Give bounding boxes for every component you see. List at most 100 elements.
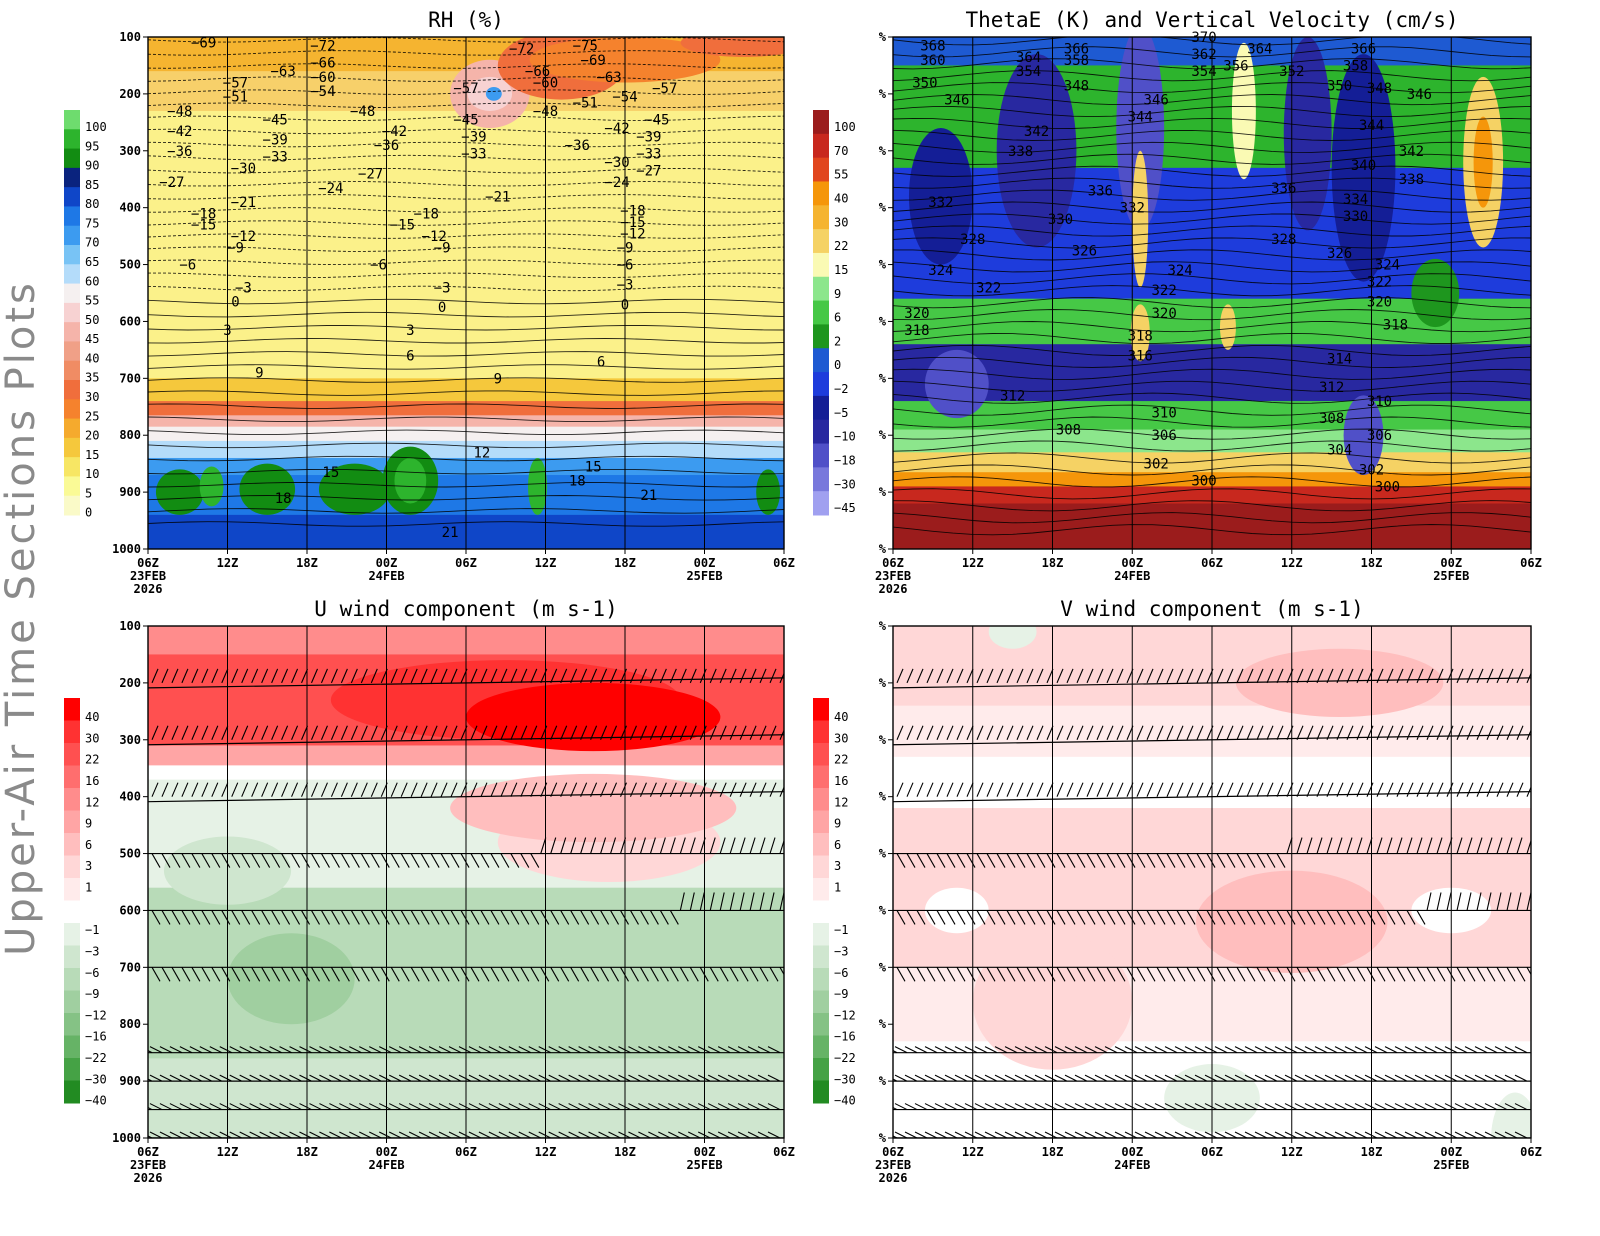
rh-contour-label: 0 — [438, 300, 446, 316]
thetae-colorbar-label: 40 — [834, 191, 848, 205]
rh-contour-label: −42 — [382, 124, 407, 140]
thetae-colorbar-swatch — [813, 181, 829, 206]
vwind-barb — [1166, 910, 1176, 925]
vwind-barb — [974, 1074, 988, 1082]
vwind-barb — [1374, 1103, 1388, 1111]
vwind-barb — [994, 1074, 1008, 1082]
thetae-colorbar-label: 9 — [834, 287, 841, 301]
rh-contour-label: 3 — [406, 323, 414, 339]
uwind-barb — [209, 1103, 223, 1111]
vwind-colorbar-label: −3 — [834, 944, 848, 958]
uwind-barb — [430, 668, 438, 684]
uwind-barb — [311, 853, 320, 868]
uwind-barb — [261, 910, 271, 925]
thetae-contour-label: 334 — [1343, 192, 1368, 208]
vwind-barb — [1236, 910, 1246, 925]
thetae-feature — [1283, 37, 1332, 231]
uwind-xtick-label: 06Z — [455, 1145, 477, 1159]
vwind-barb — [1486, 967, 1496, 982]
rh-contour-line — [148, 115, 784, 122]
vwind-barb — [916, 967, 926, 982]
uwind-barb — [759, 967, 769, 982]
uwind-barb — [360, 668, 368, 684]
thetae-contour-label: 310 — [1367, 394, 1392, 410]
thetae-contour-label: 322 — [1152, 283, 1177, 299]
uwind-barb — [171, 967, 181, 982]
vwind-colorbar-swatch — [813, 1013, 829, 1036]
rh-contour-label: 12 — [473, 445, 490, 461]
uwind-barb — [430, 853, 440, 868]
uwind-barb — [759, 892, 765, 911]
uwind-barb — [400, 853, 410, 868]
uwind-barb — [241, 782, 249, 797]
vwind-barb — [976, 782, 984, 797]
uwind-barb — [570, 782, 578, 797]
vwind-barb — [1326, 910, 1336, 925]
vwind-barb — [1324, 1103, 1338, 1111]
vwind-barb — [1176, 782, 1184, 797]
rh-contour-label: −15 — [191, 218, 216, 234]
uwind-barb — [400, 668, 408, 684]
uwind-barb — [438, 1131, 452, 1138]
uwind-barb — [518, 1131, 532, 1138]
uwind-barb — [360, 782, 368, 797]
vwind-barb — [1356, 967, 1366, 982]
vwind-barb — [1006, 782, 1014, 797]
uwind-barb — [689, 782, 697, 797]
rh-ytick-label: 800 — [119, 428, 141, 442]
uwind-barb — [301, 910, 311, 925]
vwind-barb — [1386, 668, 1394, 684]
uwind-barb — [169, 1074, 183, 1082]
rh-contour-label: −6 — [370, 258, 387, 274]
vwind-barb — [986, 782, 994, 797]
uwind-barb — [659, 668, 667, 684]
uwind-barb — [480, 910, 490, 925]
uwind-barb — [749, 782, 757, 797]
uwind-barb — [500, 853, 510, 868]
vwind-barb — [1284, 1074, 1298, 1082]
uwind-barb — [231, 725, 239, 740]
thetae-colorbar-swatch — [813, 276, 829, 302]
uwind-barb — [239, 1074, 252, 1082]
vwind-barb — [1314, 1046, 1328, 1054]
uwind-barb — [737, 1046, 751, 1054]
vwind-barb — [1476, 967, 1486, 982]
rh-contour-label: −63 — [596, 70, 621, 86]
uwind-barb — [239, 1103, 252, 1111]
uwind-barb — [430, 782, 438, 797]
uwind-ytick-label: 700 — [119, 960, 141, 974]
uwind-barb — [279, 1131, 292, 1138]
vwind-barb — [1426, 725, 1434, 740]
uwind-colorbar-swatch — [64, 833, 80, 856]
uwind-barb — [148, 1078, 153, 1082]
thetae-contour-label: 318 — [904, 323, 929, 339]
uwind-barb — [767, 1074, 781, 1082]
uwind-barb — [578, 1074, 591, 1082]
vwind-barb — [1334, 1046, 1348, 1054]
uwind-barb — [729, 892, 735, 911]
uwind-barb — [620, 782, 628, 797]
vwind-barb — [1074, 1103, 1088, 1111]
vwind-barb — [1476, 725, 1484, 740]
uwind-barb — [629, 910, 639, 925]
vwind-barb — [1014, 1103, 1028, 1111]
rh-colorbar-label: 100 — [85, 120, 107, 134]
uwind-barb — [211, 967, 221, 982]
uwind-barb — [380, 910, 390, 925]
vwind-barb — [1486, 725, 1494, 740]
vwind-barb — [1256, 910, 1266, 925]
vwind-panel: V wind component (m s-1)%%%%%%%%%%06Z 12Z… — [813, 597, 1542, 1185]
vwind-barb — [906, 725, 914, 740]
vwind-barb — [1086, 782, 1094, 797]
rh-contour-label: −6 — [617, 258, 634, 274]
uwind-barb — [649, 725, 657, 740]
vwind-barb — [964, 1131, 978, 1138]
rh-contour-label: −72 — [310, 39, 335, 55]
uwind-barb — [410, 725, 418, 740]
vwind-barb — [1516, 837, 1523, 854]
uwind-barb — [398, 1103, 412, 1111]
uwind-barb — [311, 910, 320, 925]
thetae-contour-label: 346 — [1407, 87, 1432, 103]
uwind-barb — [729, 967, 739, 982]
uwind-barb — [340, 967, 350, 982]
